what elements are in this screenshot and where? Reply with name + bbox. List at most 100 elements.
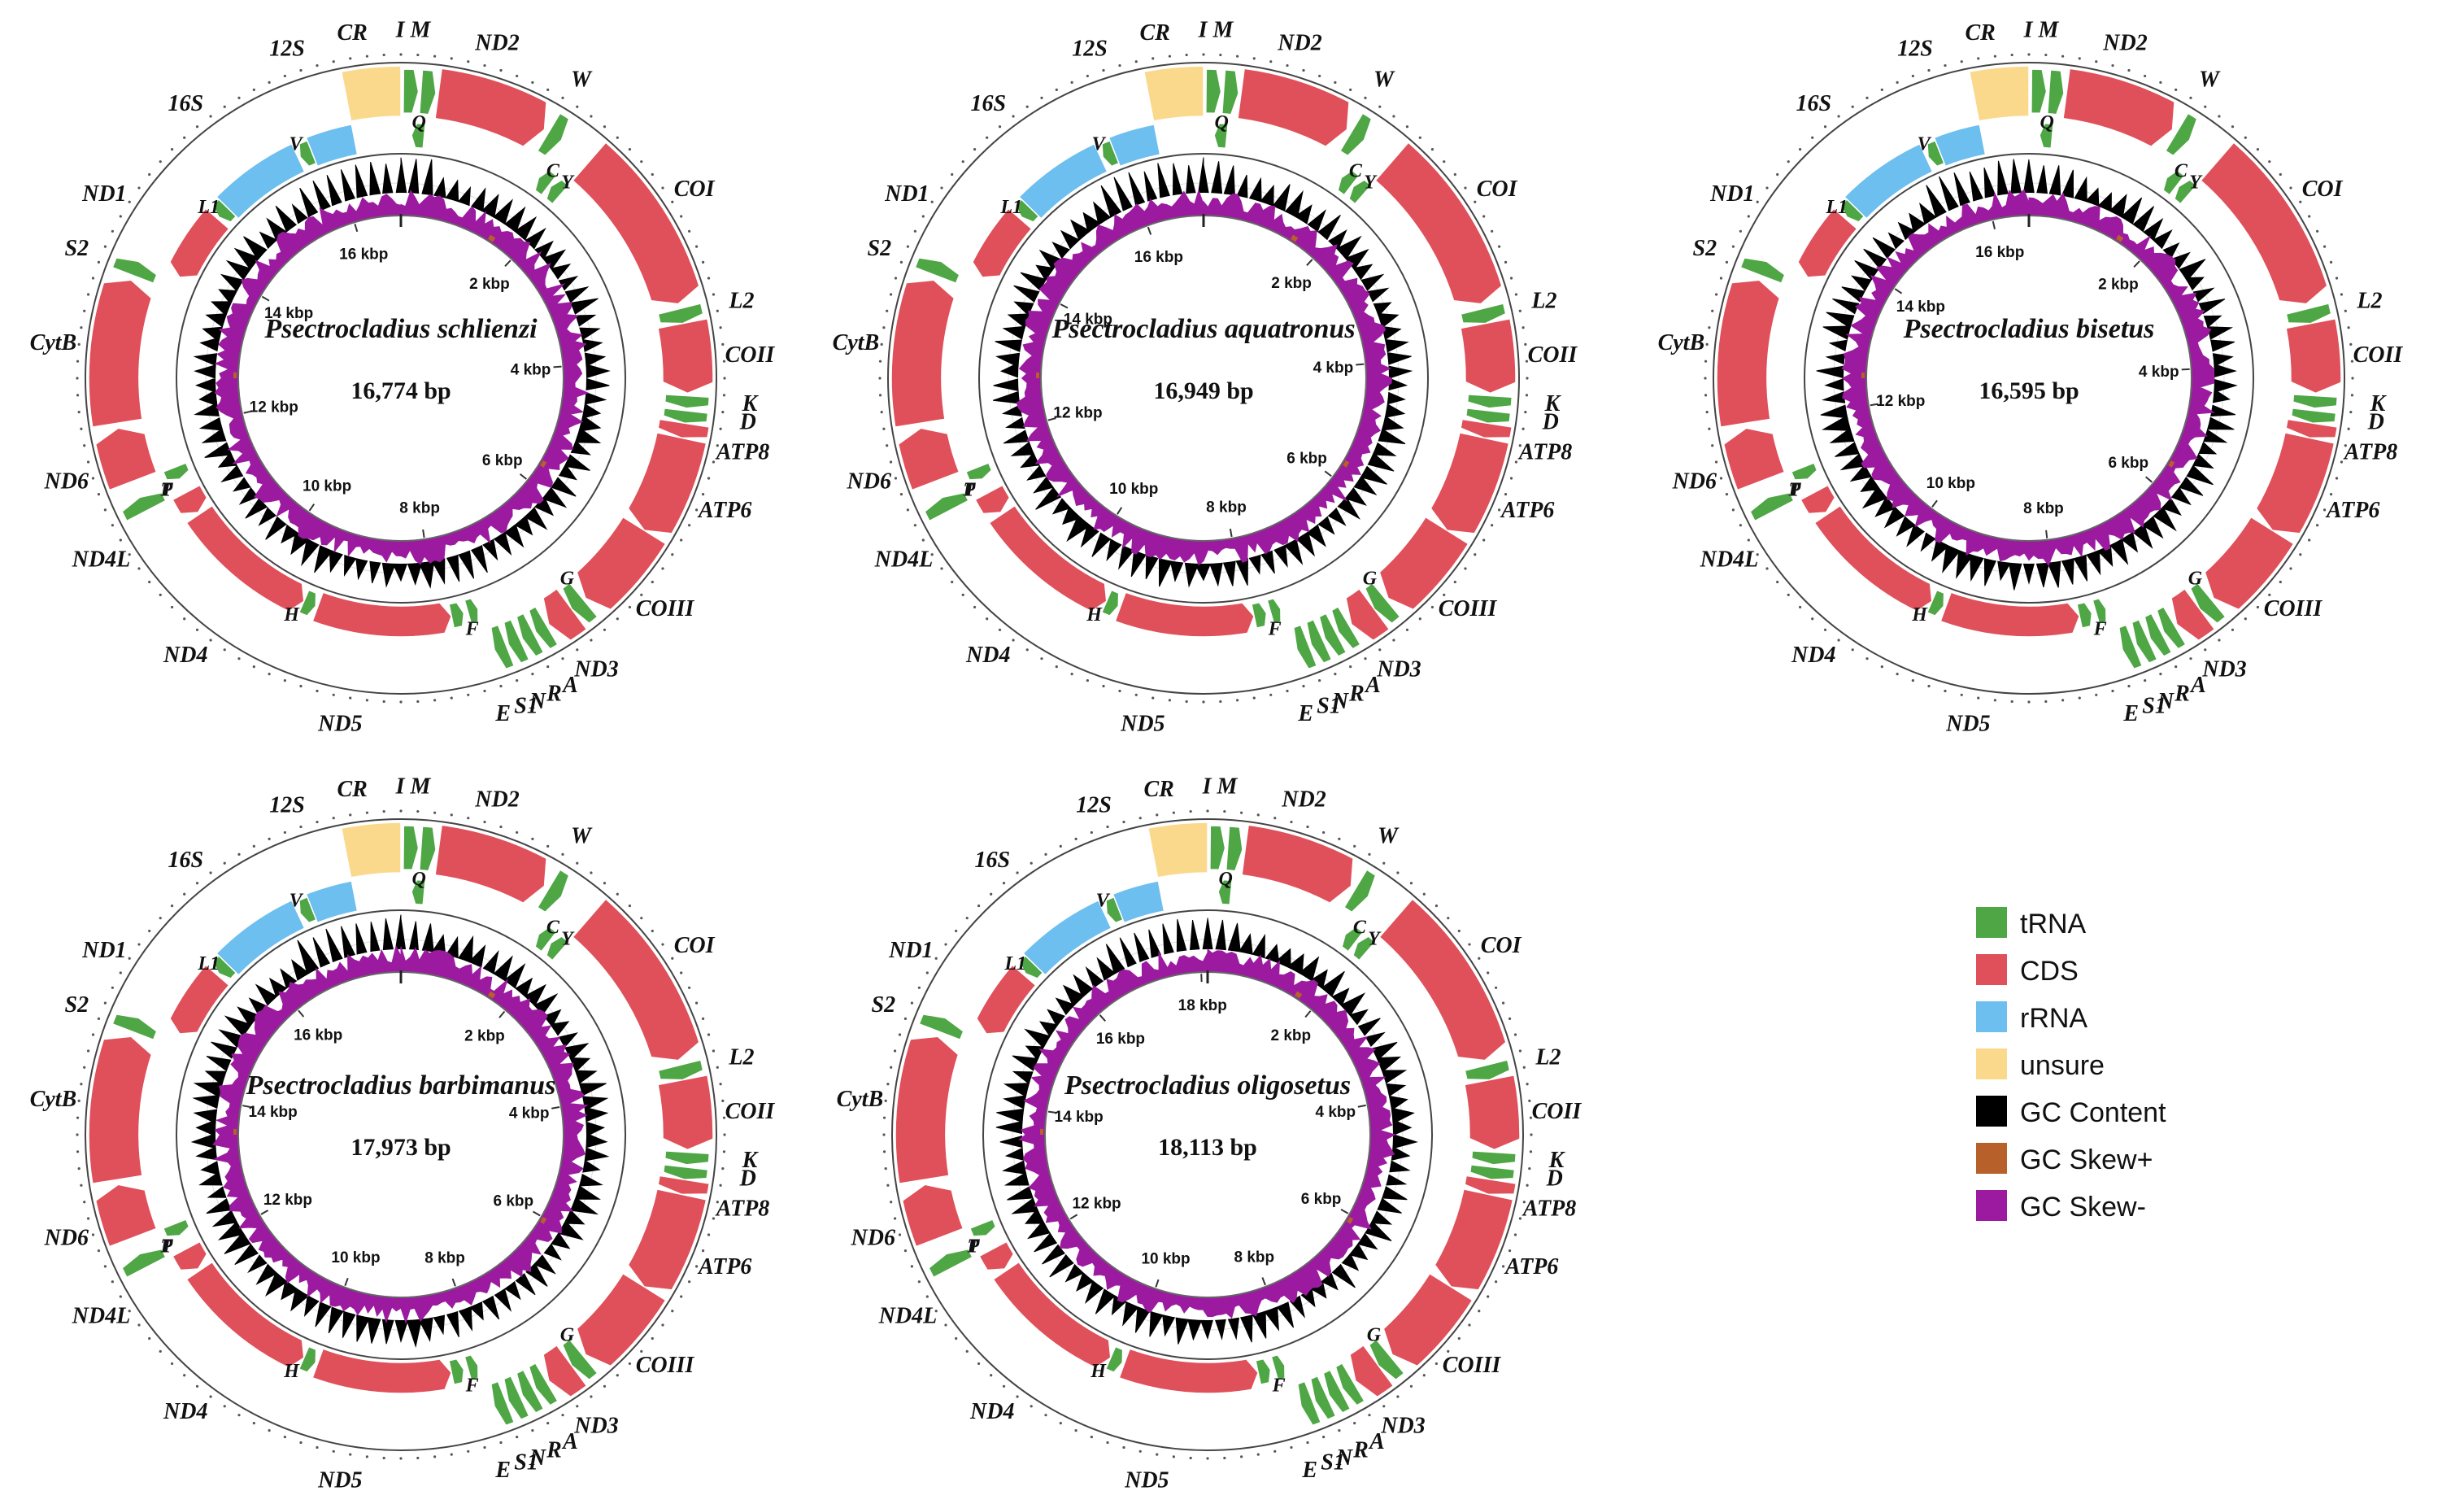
kbp-tick-label: 8 kbp: [424, 1250, 465, 1267]
gene-label: I M: [1198, 17, 1234, 42]
ruler-dot: [680, 215, 683, 218]
ruler-dot: [467, 60, 470, 63]
gene-label: W: [571, 823, 593, 848]
genome-map: I M ND2 W Q CY COI L2 COII KD ATP8 ATP6 COIII G ND3AR…: [30, 774, 776, 1493]
ruler-dot: [119, 1295, 122, 1298]
ruler-dot: [616, 1374, 619, 1377]
gene-label: ATP8: [715, 439, 769, 464]
ruler-dot: [1529, 1116, 1533, 1119]
ruler-dot: [721, 342, 725, 346]
gc-skew-plus-mark: [1291, 234, 1299, 242]
ruler-dot: [1302, 68, 1305, 72]
ruler-dot: [1944, 63, 1947, 68]
ruler-dot: [701, 260, 705, 264]
trna-feature: [969, 1218, 997, 1237]
kbp-tick: [533, 1210, 541, 1217]
ruler-dot: [882, 1150, 886, 1153]
ruler-dot: [2329, 260, 2333, 264]
ruler-dot: [1334, 81, 1337, 85]
ruler-dot: [1993, 54, 1996, 58]
ruler-dot: [723, 377, 726, 380]
ruler-dot: [416, 809, 420, 813]
legend-label: CDS: [2020, 956, 2079, 987]
ruler-dot: [1240, 1455, 1243, 1458]
ruler-dot: [1776, 580, 1779, 584]
kbp-tick-label: 12 kbp: [263, 1192, 312, 1209]
ruler-dot: [1513, 1033, 1517, 1036]
ruler-dot: [97, 1249, 101, 1253]
kbp-tick: [1229, 528, 1233, 538]
gene-label: H: [1086, 604, 1103, 626]
gene-label: I M: [2023, 17, 2060, 42]
rrna-feature: [305, 879, 359, 924]
trna-feature: [534, 169, 558, 196]
ruler-dot: [906, 508, 910, 512]
ruler-dot: [1453, 172, 1456, 177]
kbp-tick: [519, 473, 527, 480]
gene-label: C: [546, 161, 560, 182]
ruler-dot: [719, 427, 722, 430]
ruler-dot: [1504, 493, 1508, 496]
ruler-dot: [723, 1133, 726, 1136]
ruler-dot: [680, 538, 683, 542]
gene-label: 16S: [974, 848, 1010, 873]
ruler-dot: [651, 172, 654, 177]
ruler-dot: [886, 309, 889, 312]
ruler-dot: [1156, 813, 1159, 817]
ruler-dot: [148, 1336, 151, 1341]
trna-feature: [924, 491, 969, 522]
ruler-dot: [2256, 147, 2260, 151]
gene-label: ND5: [317, 1467, 362, 1493]
ruler-dot: [917, 1280, 921, 1284]
gene-label: ND6: [851, 1226, 895, 1251]
gene-label: Y: [561, 928, 575, 949]
kbp-tick: [1356, 363, 1365, 366]
ruler-dot: [1025, 105, 1029, 108]
kbp-tick-label: 6 kbp: [1301, 1191, 1342, 1208]
ruler-dot: [1528, 1167, 1531, 1171]
ruler-dot: [349, 813, 352, 817]
cds-feature: [311, 1348, 453, 1394]
ruler-dot: [1513, 1233, 1517, 1236]
gene-label: ATP8: [715, 1196, 769, 1221]
ruler-dot: [628, 904, 632, 908]
ruler-dot: [268, 81, 271, 85]
cds-feature: [1430, 432, 1510, 534]
ruler-dot: [546, 1422, 550, 1425]
ruler-dot: [917, 986, 921, 989]
ruler-dot: [1880, 88, 1883, 91]
legend-label: GC Skew+: [2020, 1144, 2153, 1175]
gene-label: CytB: [837, 1087, 884, 1112]
ruler-dot: [640, 917, 643, 920]
genome-size: 16,949 bp: [1153, 377, 1253, 404]
ruler-dot: [1747, 538, 1750, 542]
ruler-dot: [2095, 693, 2098, 696]
ruler-dot: [716, 1066, 719, 1069]
cds-feature: [897, 427, 960, 491]
gene-label: R: [1352, 1437, 1369, 1463]
ruler-dot: [546, 844, 550, 848]
kbp-tick: [2133, 260, 2140, 268]
ruler-dot: [688, 524, 691, 527]
ruler-dot: [76, 1116, 80, 1119]
ruler-dot: [1118, 689, 1121, 693]
ruler-dot: [1765, 567, 1769, 570]
gene-label: L2: [728, 288, 754, 313]
ruler-dot: [365, 1455, 368, 1458]
ruler-dot: [1960, 60, 1963, 63]
ruler-dot: [467, 693, 470, 696]
ruler-dot: [1138, 817, 1142, 820]
ruler-dot: [252, 1422, 255, 1425]
ruler-dot: [1714, 460, 1718, 464]
ruler-dot: [1731, 508, 1735, 512]
legend-label: GC Skew-: [2020, 1192, 2146, 1223]
ruler-dot: [111, 1280, 114, 1284]
trna-feature: [411, 122, 426, 150]
kbp-tick: [2045, 530, 2048, 538]
gene-label: R: [546, 1437, 562, 1463]
trna-feature: [503, 618, 530, 665]
ruler-dot: [159, 1349, 162, 1353]
ruler-dot: [77, 1099, 81, 1102]
ruler-dot: [671, 200, 674, 203]
ruler-dot: [955, 929, 958, 933]
